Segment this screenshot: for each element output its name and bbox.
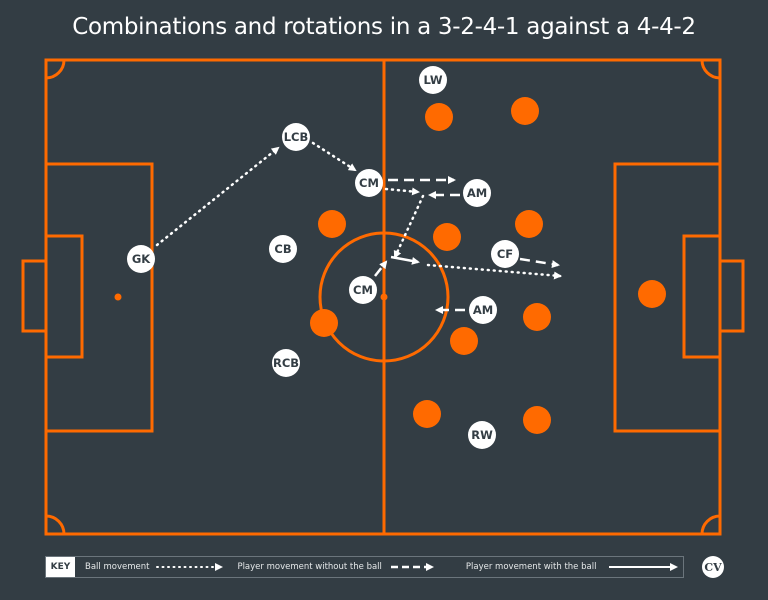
key-ball-movement-label: Ball movement xyxy=(85,562,150,572)
svg-text:CB: CB xyxy=(274,242,291,256)
svg-text:CM: CM xyxy=(359,176,379,190)
diagram-title: Combinations and rotations in a 3-2-4-1 … xyxy=(72,14,696,40)
opponent-marker xyxy=(638,280,666,308)
player-am: AM xyxy=(469,296,497,324)
cv-logo: CV xyxy=(702,556,724,578)
svg-text:CF: CF xyxy=(497,247,513,261)
player-movements-with-ball xyxy=(390,255,420,265)
svg-text:RW: RW xyxy=(471,428,493,442)
pitch-lines xyxy=(21,58,745,536)
team-players: GK LCB CB RCB CM CM AM AM LW RW CF xyxy=(127,66,519,449)
svg-text:CM: CM xyxy=(353,283,373,297)
svg-text:GK: GK xyxy=(132,252,151,266)
legend-key: KEY Ball movement Player movement withou… xyxy=(45,556,684,578)
opponent-marker xyxy=(450,327,478,355)
player-lcb: LCB xyxy=(282,123,310,151)
svg-text:AM: AM xyxy=(467,186,487,200)
player-rcb: RCB xyxy=(272,349,300,377)
opponent-marker xyxy=(523,303,551,331)
player-cb: CB xyxy=(269,235,297,263)
key-without-ball-label: Player movement without the ball xyxy=(237,562,382,572)
opponent-marker xyxy=(433,223,461,251)
key-label: KEY xyxy=(46,557,75,577)
opponent-marker xyxy=(515,210,543,238)
opponent-marker xyxy=(425,103,453,131)
player-lw: LW xyxy=(419,66,447,94)
solid-arrow-icon xyxy=(609,563,679,571)
player-movements-without-ball xyxy=(374,176,560,314)
svg-text:LCB: LCB xyxy=(284,130,309,144)
opponent-marker xyxy=(413,400,441,428)
opponent-marker xyxy=(318,210,346,238)
player-cf: CF xyxy=(491,240,519,268)
svg-text:RCB: RCB xyxy=(273,356,299,370)
player-cm: CM xyxy=(355,169,383,197)
player-am: AM xyxy=(463,179,491,207)
opponent-marker xyxy=(310,309,338,337)
opponent-marker xyxy=(523,406,551,434)
player-gk: GK xyxy=(127,245,155,273)
dotted-arrow-icon xyxy=(156,563,224,571)
key-with-ball-label: Player movement with the ball xyxy=(465,562,597,572)
player-cm: CM xyxy=(349,276,377,304)
player-rw: RW xyxy=(468,421,496,449)
opponents xyxy=(310,97,666,434)
svg-text:LW: LW xyxy=(423,73,442,87)
svg-text:AM: AM xyxy=(473,303,493,317)
opponent-marker xyxy=(511,97,539,125)
ball-movements xyxy=(155,141,562,280)
dashed-arrow-icon xyxy=(390,563,434,571)
